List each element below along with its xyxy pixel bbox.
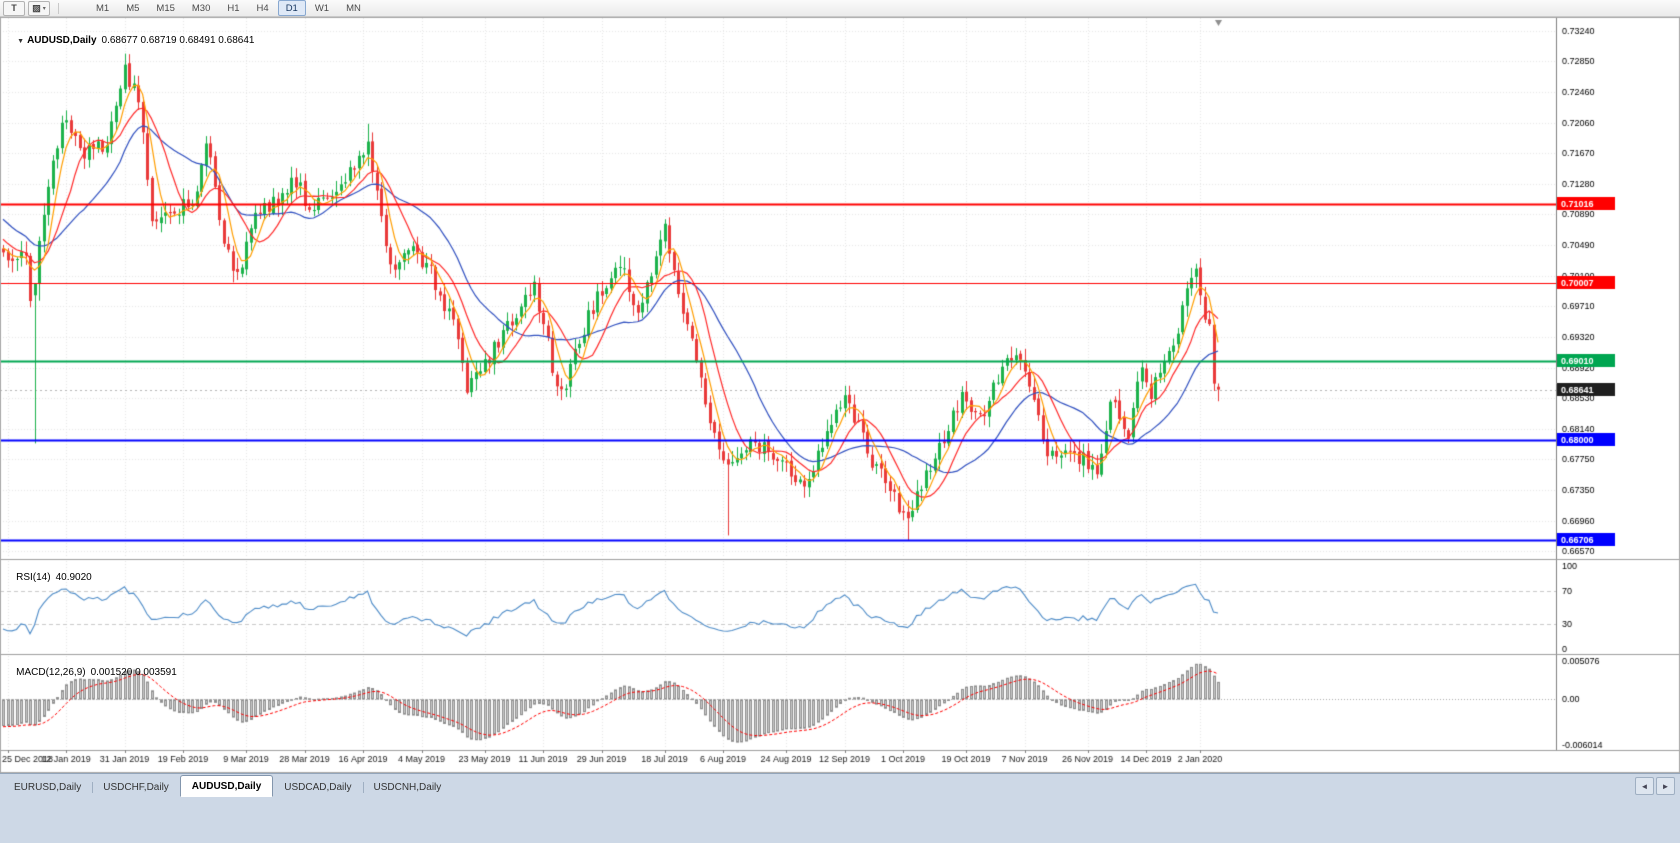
chart-tab-audusd-daily[interactable]: AUDUSD,Daily [179,775,274,797]
chart-style-tool-button[interactable]: ▨ ▾ [28,0,50,16]
timeframe-button-mn[interactable]: MN [346,2,361,14]
chart-tab-usdcnh-daily[interactable]: USDCNH,Daily [362,778,453,797]
macd-value: 0.001520 0.003591 [90,667,177,678]
timeframe-button-m1[interactable]: M1 [96,2,110,14]
chart-tabs: EURUSD,Daily USDCHF,Daily AUDUSD,Daily USDC… [0,774,1680,797]
timeframe-button-h4[interactable]: H4 [256,2,269,14]
chart-tab-usdchf-daily[interactable]: USDCHF,Daily [92,778,180,797]
chart-symbol-period: AUDUSD,Daily [27,35,97,46]
palette-icon: ▨ [32,2,41,13]
chart-ohlc-title: ▼ AUDUSD,Daily 0.68677 0.68719 0.68491 0.6… [6,23,254,60]
chart-tabs-strip: EURUSD,Daily USDCHF,Daily AUDUSD,Daily USDC… [0,773,1680,843]
tab-scroll-buttons: ◄ ► [1633,777,1675,795]
rsi-indicator-label: RSI(14) 40.9020 [5,560,92,596]
templates-icon: T [11,3,17,13]
caret-down-icon: ▾ [42,5,46,12]
arrow-right-icon: ► [1661,781,1670,791]
timeframe-button-h1[interactable]: H1 [227,2,240,14]
timeframe-button-m5[interactable]: M5 [126,2,140,14]
tabs-scroll-right-button[interactable]: ► [1656,777,1675,795]
tabs-scroll-left-button[interactable]: ◄ [1635,777,1654,795]
arrow-left-icon: ◄ [1640,781,1649,791]
chart-menu-icon[interactable]: ▼ [17,38,25,45]
chart-tab-eurusd-daily[interactable]: EURUSD,Daily [14,782,82,793]
timeframe-buttons-group: M1 M5 M15 M30 H1 H4 D1 W1 MN [88,0,370,16]
templates-tool-button[interactable]: T [3,0,25,16]
timeframe-button-m30[interactable]: M30 [191,2,211,14]
macd-indicator-label: MACD(12,26,9) 0.001520 0.003591 [5,655,177,691]
chart-ohlc-values: 0.68677 0.68719 0.68491 0.68641 [101,35,255,46]
timeframe-button-w1[interactable]: W1 [314,2,330,14]
chart-tab-usdcad-daily[interactable]: USDCAD,Daily [284,782,352,793]
toolbar-separator [58,2,59,14]
price-chart-canvas[interactable] [0,17,1680,773]
macd-name: MACD(12,26,9) [16,667,86,678]
timeframe-button-m15[interactable]: M15 [156,2,175,14]
rsi-value: 40.9020 [55,572,92,583]
timeframes-toolbar: T ▨ ▾ M1 M5 M15 M30 H1 H4 D1 W1 MN [0,0,1680,17]
timeframe-button-d1[interactable]: D1 [277,0,306,16]
rsi-name: RSI(14) [16,572,51,583]
